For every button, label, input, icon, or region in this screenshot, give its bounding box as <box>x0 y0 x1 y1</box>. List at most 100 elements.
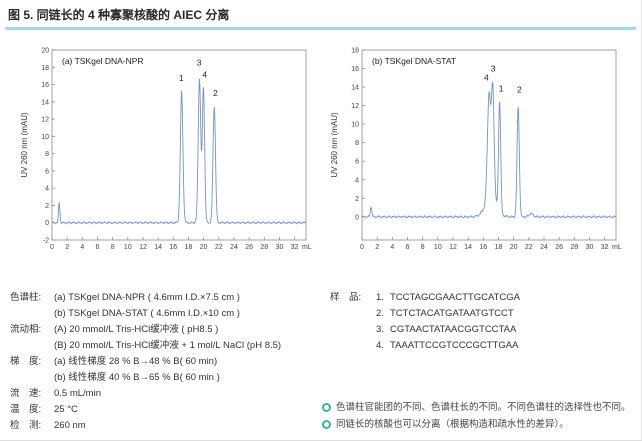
condition-label: 流动相: <box>10 324 42 335</box>
condition-row: 色谱柱: (a) TSKgel DNA-NPR ( 4.6mm I.D.×7.5 … <box>10 290 281 322</box>
x-tick-label: 14 <box>154 244 162 251</box>
x-tick-label: 28 <box>260 244 268 251</box>
y-tick-label: 16 <box>41 82 49 89</box>
figure-title: 图 5. 同链长的 4 种寡聚核酸的 AIEC 分离 <box>8 8 230 22</box>
chart-title: (b) TSKgel DNA-STAT <box>372 56 456 66</box>
y-tick-label: 8 <box>355 140 359 147</box>
x-tick-label: 20 <box>200 244 208 251</box>
x-tick-label: 10 <box>434 244 442 251</box>
samples-items: 1. TCCTAGCGAACTTGCATCGA 2. TCTCTACATGATAATG… <box>376 290 520 354</box>
condition-label: 色谱柱: <box>10 292 42 303</box>
chromatogram-trace <box>51 78 306 225</box>
condition-values: 25 °C <box>54 402 78 418</box>
condition-value-line: 260 nm <box>54 420 86 431</box>
chart-title: (a) TSKgel DNA-NPR <box>62 56 144 66</box>
y-axis-label: UV 260 nm (mAU) <box>20 112 29 178</box>
condition-value-line: (b) 线性梯度 40 % B→65 % B( 60 min ) <box>54 372 220 383</box>
samples-label: 样 品: <box>330 292 362 303</box>
y-tick-label: 4 <box>45 186 49 193</box>
chromatogram-a: -2 0 2 4 6 8 10 12 14 16 18 20 0 2 4 6 8 10 12 14 16 18 20 22 24… <box>18 42 318 277</box>
y-tick-label: 14 <box>351 85 359 92</box>
condition-row: 温 度: 25 °C <box>10 402 281 418</box>
x-tick-label: 6 <box>96 244 100 251</box>
y-tick-label: 4 <box>355 177 359 184</box>
y-tick-label: 10 <box>351 122 359 129</box>
x-tick-label: 26 <box>555 244 563 251</box>
x-tick-label: 2 <box>65 244 69 251</box>
condition-values: (a) 线性梯度 28 % B→48 % B( 60 min) (b) 线性梯度 … <box>54 354 220 386</box>
condition-label: 温 度: <box>10 404 42 415</box>
condition-values: 0.5 mL/min <box>54 386 101 402</box>
y-tick-label: -2 <box>43 238 49 245</box>
y-tick-label: 16 <box>351 66 359 73</box>
y-tick-label: 18 <box>351 48 359 55</box>
x-tick-label: 18 <box>185 244 193 251</box>
condition-values: (A) 20 mmol/L Tris-HCl缓冲液 ( pH8.5 ) (B) 2… <box>54 322 281 354</box>
x-tick-label: 20 <box>510 244 518 251</box>
x-tick-label: 8 <box>421 244 425 251</box>
x-tick-label: 12 <box>449 244 457 251</box>
sample-number: 2. <box>376 308 384 319</box>
plot-area <box>361 49 617 241</box>
x-tick-label: 30 <box>586 244 594 251</box>
condition-value-line: (A) 20 mmol/L Tris-HCl缓冲液 ( pH8.5 ) <box>54 324 219 335</box>
peak-label: 2 <box>213 88 218 98</box>
sample-item: 4. TAAATTCCGTCCCGCTTGAA <box>376 338 520 354</box>
x-tick-label: 6 <box>406 244 410 251</box>
x-tick-label: 22 <box>215 244 223 251</box>
y-tick-label: 12 <box>351 103 359 110</box>
y-tick-label: 6 <box>355 159 359 166</box>
peak-label: 3 <box>197 58 202 68</box>
y-tick-label: 2 <box>45 203 49 210</box>
condition-label: 检 测: <box>10 420 42 431</box>
condition-values: 260 nm <box>54 418 86 434</box>
x-tick-label: 16 <box>479 244 487 251</box>
x-tick-label: 2 <box>375 244 379 251</box>
condition-value-line: (b) TSKgel DNA-STAT ( 4.6mm I.D.×10 cm ) <box>54 308 240 319</box>
x-axis-unit: mL <box>302 244 312 251</box>
sample-item: 2. TCTCTACATGATAATGTCCT <box>376 306 520 322</box>
y-tick-label: 18 <box>41 65 49 72</box>
condition-row: 检 测: 260 nm <box>10 418 281 434</box>
x-tick-label: 24 <box>540 244 548 251</box>
condition-row: 梯 度: (a) 线性梯度 28 % B→48 % B( 60 min) (b) 线… <box>10 354 281 386</box>
samples-list: 样 品: 1. TCCTAGCGAACTTGCATCGA 2. TCTCTACATGA… <box>330 290 520 354</box>
condition-value-line: (a) TSKgel DNA-NPR ( 4.6mm I.D.×7.5 cm ) <box>54 292 240 303</box>
sample-number: 1. <box>376 292 384 303</box>
y-tick-label: 2 <box>355 196 359 203</box>
condition-row: 流 速: 0.5 mL/min <box>10 386 281 402</box>
chromatogram-b: 0 2 4 6 8 10 12 14 16 18 0 2 4 6 8 10 12 14 16 18 20 22 24 26 28… <box>328 42 628 277</box>
x-tick-label: 4 <box>80 244 84 251</box>
condition-value-line: (a) 线性梯度 28 % B→48 % B( 60 min) <box>54 356 218 367</box>
condition-value-line: (B) 20 mmol/L Tris-HCl缓冲液 + 1 mol/L NaCl… <box>54 340 282 351</box>
condition-value-line: 25 °C <box>54 404 78 415</box>
y-tick-label: 0 <box>45 220 49 227</box>
x-tick-label: 0 <box>50 244 54 251</box>
peak-label: 1 <box>499 84 504 94</box>
peak-label: 4 <box>484 73 489 83</box>
x-tick-label: 8 <box>111 244 115 251</box>
x-tick-label: 18 <box>495 244 503 251</box>
note-item: 色谱柱官能团的不同、色谱柱长的不同。不同色谱柱的选择性也不同。 <box>322 399 631 416</box>
condition-row: 流动相: (A) 20 mmol/L Tris-HCl缓冲液 ( pH8.5 )(… <box>10 322 281 354</box>
condition-label: 流 速: <box>10 388 42 399</box>
sample-number: 4. <box>376 340 384 351</box>
condition-label: 梯 度: <box>10 356 42 367</box>
condition-value-line: 0.5 mL/min <box>54 388 101 399</box>
x-tick-label: 26 <box>245 244 253 251</box>
y-tick-label: 20 <box>41 48 49 55</box>
x-axis-unit: mL <box>612 244 622 251</box>
y-tick-label: 8 <box>45 151 49 158</box>
y-tick-label: 12 <box>41 117 49 124</box>
x-tick-label: 16 <box>169 244 177 251</box>
sample-number: 3. <box>376 324 384 335</box>
peak-label: 2 <box>517 85 522 95</box>
chromatogram-trace <box>361 81 616 219</box>
y-tick-label: 10 <box>41 134 49 141</box>
note-bullet-icon <box>322 420 331 429</box>
y-tick-label: 0 <box>355 214 359 221</box>
peak-label: 4 <box>202 70 207 80</box>
x-tick-label: 32 <box>601 244 609 251</box>
